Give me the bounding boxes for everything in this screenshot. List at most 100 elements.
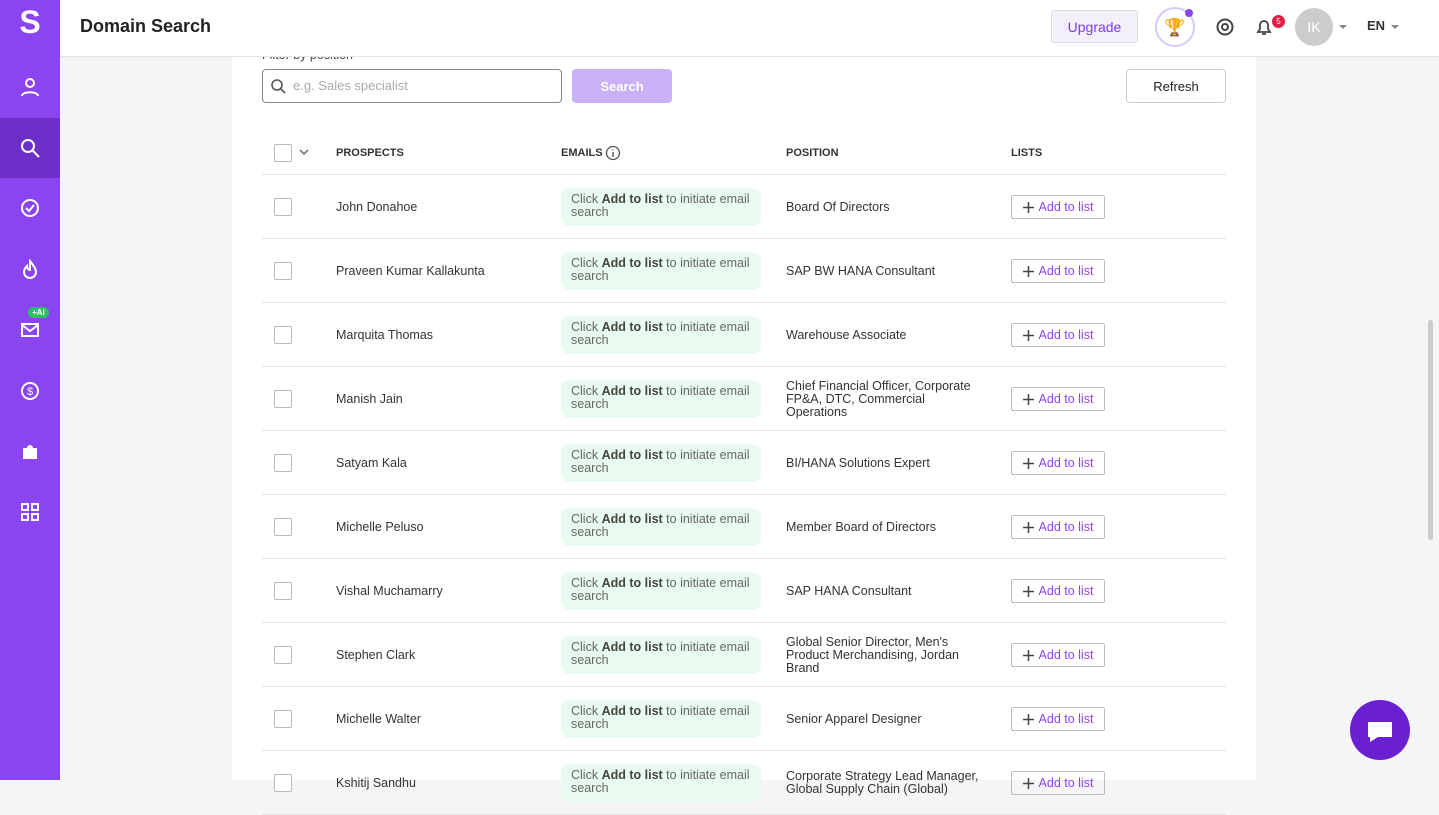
add-to-list-button[interactable]: Add to list [1011, 195, 1105, 219]
add-to-list-button[interactable]: Add to list [1011, 451, 1105, 475]
upgrade-button[interactable]: Upgrade [1051, 10, 1138, 43]
scrollbar[interactable] [1428, 320, 1433, 540]
logo[interactable]: S [19, 4, 41, 40]
help-icon[interactable] [1215, 17, 1235, 37]
add-to-list-button[interactable]: Add to list [1011, 259, 1105, 283]
icon: $ [21, 382, 39, 400]
chat-button[interactable] [1350, 700, 1410, 760]
nav-verify[interactable] [0, 178, 60, 238]
hint-prefix: Click [571, 256, 599, 270]
hint-prefix: Click [571, 576, 599, 590]
email-hint: Click Add to list to initiate email sear… [561, 316, 761, 354]
icon [21, 503, 39, 521]
nav-integrations[interactable] [0, 422, 60, 482]
button-label: Add to list [1038, 584, 1094, 598]
row-checkbox[interactable] [274, 326, 292, 344]
info-icon [605, 145, 621, 161]
filter-label: Filter by position [262, 57, 353, 62]
row-checkbox[interactable] [274, 710, 292, 728]
hint-bold: Add to list [601, 448, 663, 462]
hint-prefix: Click [571, 448, 599, 462]
top-bar: Domain Search Upgrade 🏆 5 IK EN [60, 0, 1439, 57]
row-checkbox[interactable] [274, 198, 292, 216]
icon [23, 445, 37, 459]
hint-suffix: to initiate email search [571, 512, 750, 539]
plus-icon [1022, 201, 1034, 213]
nav-billing[interactable]: $ [0, 361, 60, 421]
nav-email[interactable] [0, 300, 60, 360]
hint-bold: Add to list [601, 192, 663, 206]
add-to-list-button[interactable]: Add to list [1011, 707, 1105, 731]
add-to-list-button[interactable]: Add to list [1011, 771, 1105, 795]
table-row: John Donahoe Click Add to list to initiat… [262, 175, 1226, 239]
hint-prefix: Click [571, 768, 599, 782]
prospect-name: Marquita Thomas [336, 328, 434, 342]
refresh-button[interactable]: Refresh [1126, 69, 1226, 103]
position: Senior Apparel Designer [786, 711, 922, 726]
position-input[interactable]: e.g. Sales specialist [262, 69, 562, 103]
prospect-name: Praveen Kumar Kallakunta [336, 264, 485, 278]
avatar[interactable]: IK [1295, 8, 1333, 46]
add-to-list-button[interactable]: Add to list [1011, 387, 1105, 411]
add-to-list-button[interactable]: Add to list [1011, 643, 1105, 667]
row-checkbox[interactable] [274, 518, 292, 536]
search-button[interactable]: Search [572, 69, 672, 103]
hint-bold: Add to list [601, 576, 663, 590]
table-row: Satyam Kala Click Add to list to initiate… [262, 431, 1226, 495]
hint-suffix: to initiate email search [571, 704, 750, 731]
table-row: Michelle Peluso Click Add to list to init… [262, 495, 1226, 559]
hint-suffix: to initiate email search [571, 448, 750, 475]
hint-bold: Add to list [601, 704, 663, 718]
nav-apps[interactable] [0, 482, 60, 542]
prospect-name: Michelle Peluso [336, 520, 424, 534]
button-label: Add to list [1038, 456, 1094, 470]
add-to-list-button[interactable]: Add to list [1011, 579, 1105, 603]
svg-text:$: $ [27, 386, 33, 398]
plus-icon [1022, 777, 1034, 789]
position: Chief Financial Officer, Corporate FP&A,… [786, 378, 971, 419]
row-checkbox[interactable] [274, 262, 292, 280]
button-label: Add to list [1038, 264, 1094, 278]
position: SAP BW HANA Consultant [786, 263, 936, 278]
nav-search[interactable] [0, 118, 60, 178]
row-checkbox[interactable] [274, 774, 292, 792]
position: Board Of Directors [786, 199, 890, 214]
hint-prefix: Click [571, 640, 599, 654]
row-checkbox[interactable] [274, 646, 292, 664]
table-row: Michelle Walter Click Add to list to init… [262, 687, 1226, 751]
notification-count: 5 [1272, 15, 1285, 28]
hint-suffix: to initiate email search [571, 640, 750, 667]
position: Global Senior Director, Men's Product Me… [786, 634, 960, 675]
nav-prospects[interactable] [0, 57, 60, 117]
position: Warehouse Associate [786, 327, 907, 342]
caret [1339, 25, 1347, 29]
add-to-list-button[interactable]: Add to list [1011, 515, 1105, 539]
hint-prefix: Click [571, 320, 599, 334]
add-to-list-button[interactable]: Add to list [1011, 323, 1105, 347]
email-hint: Click Add to list to initiate email sear… [561, 380, 761, 418]
row-checkbox[interactable] [274, 454, 292, 472]
bell-icon[interactable] [1254, 17, 1274, 37]
nav-warmup[interactable] [0, 239, 60, 299]
email-hint: Click Add to list to initiate email sear… [561, 508, 761, 546]
column-header: LISTS [1011, 147, 1043, 159]
hint-suffix: to initiate email search [571, 256, 750, 283]
plus-icon [1022, 521, 1034, 533]
column-header: PROSPECTS [336, 147, 404, 159]
table-row: Stephen Clark Click Add to list to initia… [262, 623, 1226, 687]
select-all[interactable] [274, 144, 292, 162]
row-checkbox[interactable] [274, 582, 292, 600]
hint-bold: Add to list [601, 384, 663, 398]
language[interactable]: EN [1367, 18, 1386, 33]
plus-icon [1022, 713, 1034, 725]
hint-prefix: Click [571, 704, 599, 718]
position: Corporate Strategy Lead Manager, Global … [786, 769, 979, 796]
row-checkbox[interactable] [274, 390, 292, 408]
hint-prefix: Click [571, 512, 599, 526]
plus-icon [1022, 265, 1034, 277]
email-hint: Click Add to list to initiate email sear… [561, 188, 761, 226]
plus-icon [1022, 329, 1034, 341]
trophy[interactable]: 🏆 [1155, 7, 1195, 47]
page-title: Domain Search [80, 16, 212, 36]
sidebar: S +AI $ [0, 0, 60, 780]
